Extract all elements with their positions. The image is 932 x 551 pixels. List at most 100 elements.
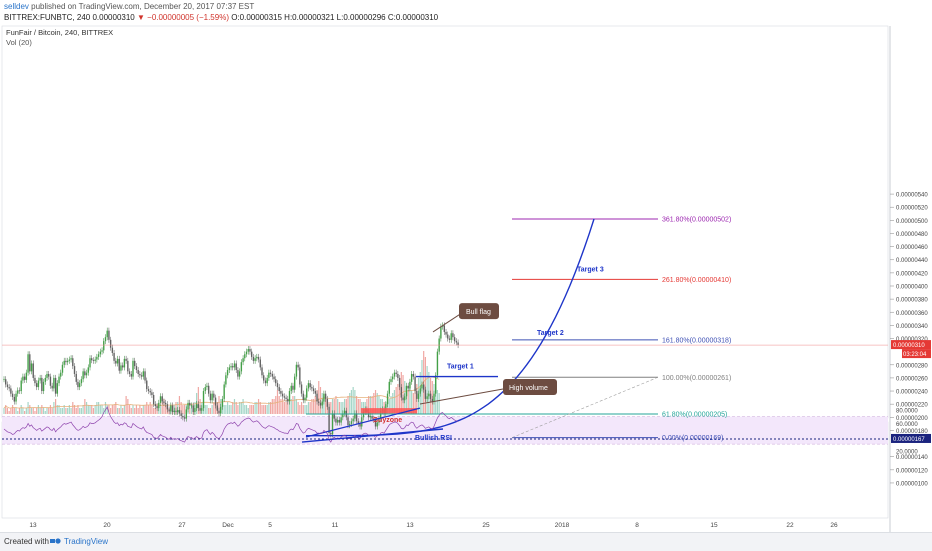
time-tick-label: 25 [482, 522, 490, 529]
volume-bar [60, 408, 62, 414]
candle-body [407, 385, 409, 389]
volume-bar [411, 390, 413, 414]
candle-body [398, 377, 401, 388]
volume-bar [273, 399, 275, 414]
candle-body [352, 418, 354, 422]
candle-body [288, 391, 291, 402]
support-price-label: 0.00000167 [893, 437, 925, 443]
volume-label: Vol (20) [6, 38, 32, 47]
volume-bar [32, 408, 34, 414]
rsi-tick-label: 20.0000 [896, 450, 918, 456]
author-link[interactable]: selldev [4, 2, 29, 11]
volume-bar [13, 408, 15, 414]
tradingview-link[interactable]: TradingView [64, 537, 109, 546]
candle-body [39, 377, 41, 381]
candle-body [187, 402, 189, 410]
ohlc-last: 0.00000310 [92, 13, 135, 22]
volume-bar [67, 408, 69, 414]
candle-body [378, 418, 380, 423]
candle-body [130, 373, 132, 377]
candle-body [15, 393, 17, 402]
volume-bar [154, 408, 156, 414]
volume-bar [103, 408, 105, 414]
candle-body [70, 358, 72, 360]
volume-bar [132, 405, 134, 414]
volume-bar [189, 408, 191, 414]
candle-body [109, 339, 112, 348]
candle-body [164, 402, 167, 405]
volume-bar [42, 408, 45, 414]
price-tick-label: 0.00000100 [896, 481, 928, 487]
candle-body [409, 381, 411, 389]
volume-bar [116, 408, 119, 414]
time-tick-label: Dec [222, 522, 234, 529]
candle-body [428, 393, 430, 397]
volume-bar [161, 402, 163, 414]
candle-body [319, 402, 322, 406]
volume-bar [345, 399, 347, 414]
candle-body [280, 391, 282, 394]
volume-bar [300, 402, 303, 414]
volume-bar [178, 396, 181, 414]
candle-body [147, 389, 150, 392]
candle-body [350, 421, 353, 424]
price-tick-label: 0.00000420 [896, 271, 928, 277]
candle-body [183, 417, 186, 419]
candle-body [311, 387, 313, 389]
high-volume-pointer [419, 388, 504, 405]
candle-body [395, 372, 397, 374]
time-tick-label: 15 [710, 522, 718, 529]
candle-body [37, 380, 40, 388]
price-tick-label: 0.00000360 [896, 311, 928, 317]
candle-body [323, 393, 325, 402]
candle-body [257, 356, 260, 360]
volume-bar [10, 408, 12, 414]
volume-bar [395, 387, 397, 414]
volume-bar [306, 405, 308, 414]
volume-bar [254, 402, 256, 414]
fib-trend-line [511, 376, 659, 438]
volume-bar [87, 405, 89, 414]
candle-body [421, 384, 423, 389]
candle-body [359, 423, 361, 427]
candle-body [390, 379, 392, 382]
candle-body [362, 412, 365, 418]
volume-bar [256, 402, 258, 414]
candle-body [335, 418, 337, 423]
candle-body [242, 358, 244, 363]
candle-body [278, 387, 280, 392]
price-tick-label: 0.00000520 [896, 206, 928, 212]
volume-bar [122, 408, 124, 414]
candle-body [113, 352, 115, 361]
bull-flag-callout [459, 303, 499, 320]
volume-bar [323, 396, 325, 414]
volume-bar [350, 390, 353, 414]
volume-bar [182, 405, 184, 414]
volume-bar [153, 408, 155, 414]
time-tick-label: 11 [332, 522, 339, 529]
candle-body [297, 364, 299, 368]
ohlc-symbol: BITTREX:FUNBTC, 240 [4, 13, 91, 22]
candle-body [414, 376, 416, 392]
price-tick-label: 0.00000260 [896, 376, 928, 382]
candle-body [281, 393, 284, 397]
price-tick-label: 0.00000440 [896, 258, 928, 264]
candle-body [312, 388, 315, 392]
candle-body [287, 398, 289, 402]
volume-bar [412, 393, 414, 414]
volume-bar [134, 408, 136, 414]
volume-bar [94, 405, 96, 414]
candle-body [314, 391, 317, 394]
volume-bar [142, 405, 144, 414]
candle-body [424, 389, 427, 399]
candle-body [42, 381, 45, 392]
volume-bar [130, 408, 132, 414]
candle-body [318, 401, 320, 403]
candle-body [68, 359, 71, 361]
candle-body [32, 363, 34, 378]
volume-bar [311, 399, 313, 414]
candle-body [137, 370, 139, 374]
volume-bar [70, 408, 72, 414]
rsi-line [3, 406, 459, 443]
